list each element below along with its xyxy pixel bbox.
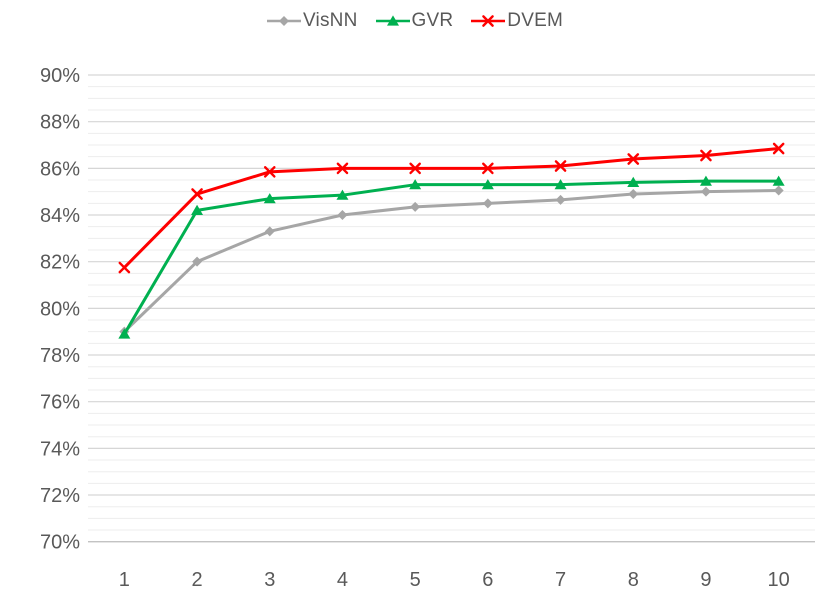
x-tick-label: 5 <box>410 569 421 591</box>
series-gvr <box>118 175 785 339</box>
legend-label-gvr: GVR <box>411 10 454 31</box>
x-tick-label: 8 <box>628 569 639 591</box>
legend-label-dvem: DVEM <box>507 10 563 31</box>
y-tick-label: 74% <box>40 438 80 460</box>
x-tick-label: 1 <box>119 569 130 591</box>
y-tick-label: 72% <box>40 485 80 507</box>
x-tick-label: 2 <box>191 569 202 591</box>
visnn-line-marker-icon <box>267 14 301 28</box>
gvr-line-marker-icon <box>375 14 410 28</box>
x-tick-label: 4 <box>337 569 348 591</box>
y-tick-label: 76% <box>40 392 80 414</box>
y-tick-label: 84% <box>40 205 80 227</box>
x-tick-label: 9 <box>700 569 711 591</box>
legend-label-visnn: VisNN <box>303 10 358 31</box>
x-axis-tick-labels: 1 2 3 4 5 6 7 8 9 10 <box>119 569 790 591</box>
y-axis-tick-labels: 90% 88% 86% 84% 82% 80% 78% 76% 74% 72% 70% <box>40 65 80 554</box>
x-tick-label: 7 <box>555 569 566 591</box>
y-tick-label: 78% <box>40 345 80 367</box>
dvem-line-marker-icon <box>471 14 506 28</box>
x-tick-label: 6 <box>482 569 493 591</box>
y-tick-label: 88% <box>40 112 80 134</box>
y-tick-label: 70% <box>40 532 80 554</box>
gridlines <box>88 74 815 543</box>
chart-legend: VisNN GVR DVEM <box>0 10 830 32</box>
y-tick-label: 82% <box>40 252 80 274</box>
x-tick-label: 3 <box>264 569 275 591</box>
x-tick-label: 10 <box>768 569 790 591</box>
series-visnn <box>119 185 784 337</box>
legend-item-gvr: GVR <box>375 10 454 32</box>
y-tick-label: 80% <box>40 298 80 320</box>
legend-item-visnn: VisNN <box>267 10 358 32</box>
y-tick-label: 90% <box>40 65 80 87</box>
series-dvem <box>118 142 785 274</box>
legend-item-dvem: DVEM <box>471 10 563 32</box>
y-tick-label: 86% <box>40 158 80 180</box>
